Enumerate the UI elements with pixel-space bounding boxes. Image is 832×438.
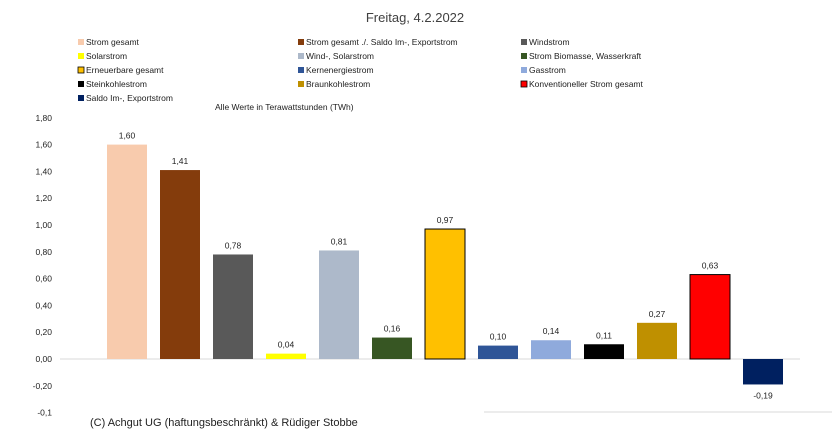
chart-subtitle: Alle Werte in Terawattstunden (TWh) xyxy=(215,102,354,112)
y-tick-label: 1,20 xyxy=(35,193,52,203)
legend-label: Braunkohlestrom xyxy=(306,79,370,89)
data-label: 0,14 xyxy=(543,326,560,336)
legend-swatch xyxy=(298,53,304,59)
data-label: 0,78 xyxy=(225,240,242,250)
bar xyxy=(107,144,147,359)
chart-title: Freitag, 4.2.2022 xyxy=(366,10,464,25)
y-tick-label: 1,60 xyxy=(35,140,52,150)
bar xyxy=(531,340,571,359)
legend-label: Windstrom xyxy=(529,37,570,47)
legend-swatch xyxy=(78,39,84,45)
legend-swatch xyxy=(521,67,527,73)
data-label: 0,04 xyxy=(278,340,295,350)
bar xyxy=(266,353,306,359)
legend-swatch xyxy=(521,53,527,59)
data-label: 0,10 xyxy=(490,332,507,342)
y-tick-label: 1,80 xyxy=(35,113,52,123)
bar xyxy=(372,337,412,359)
copyright-credit: (C) Achgut UG (haftungsbeschränkt) & Rüd… xyxy=(90,417,358,429)
data-label: 0,81 xyxy=(331,236,348,246)
y-tick-label: 0,00 xyxy=(35,354,52,364)
y-tick-label: 1,00 xyxy=(35,220,52,230)
y-tick-label: 0,40 xyxy=(35,300,52,310)
legend-label: Strom Biomasse, Wasserkraft xyxy=(529,51,642,61)
legend-swatch xyxy=(78,95,84,101)
legend-swatch xyxy=(298,39,304,45)
y-tick-label: 0,80 xyxy=(35,247,52,257)
legend-swatch xyxy=(520,80,528,88)
legend-swatch xyxy=(77,66,85,74)
data-label: -0,19 xyxy=(753,390,773,400)
data-label: 1,41 xyxy=(172,156,189,166)
legend-swatch xyxy=(78,53,84,59)
y-tick-label: -0,20 xyxy=(33,381,53,391)
bar xyxy=(637,322,677,359)
legend-label: Strom gesamt ./. Saldo Im-, Exportstrom xyxy=(306,37,458,47)
y-tick-label: 1,40 xyxy=(35,166,52,176)
data-label: 0,97 xyxy=(437,215,454,225)
legend-label: Kernenergiestrom xyxy=(306,65,374,75)
bar xyxy=(478,345,518,359)
legend-label: Wind-, Solarstrom xyxy=(306,51,374,61)
legend-label: Konventioneller Strom gesamt xyxy=(529,79,644,89)
legend-label: Saldo Im-, Exportstrom xyxy=(86,93,173,103)
bar xyxy=(319,250,359,359)
legend-swatch xyxy=(298,67,304,73)
data-label: 0,63 xyxy=(702,261,719,271)
bars xyxy=(107,144,783,385)
legend-swatch xyxy=(521,39,527,45)
legend-label: Solarstrom xyxy=(86,51,127,61)
legend: Strom gesamt Strom gesamt ./. Saldo Im-, … xyxy=(77,37,644,103)
bar xyxy=(584,344,624,359)
data-label: 0,16 xyxy=(384,324,401,334)
legend-label: Gasstrom xyxy=(529,65,566,75)
legend-swatch xyxy=(78,81,84,87)
legend-label: Erneuerbare gesamt xyxy=(86,65,164,75)
data-label: 1,60 xyxy=(119,131,136,141)
bar xyxy=(689,274,731,360)
bar xyxy=(160,170,200,359)
legend-label: Steinkohlestrom xyxy=(86,79,147,89)
legend-swatch xyxy=(298,81,304,87)
y-tick-label: -0,1 xyxy=(37,408,52,418)
bar xyxy=(213,254,253,359)
plot-frame xyxy=(60,358,832,413)
y-tick-label: 0,20 xyxy=(35,327,52,337)
value-labels: 1,60 1,41 0,78 0,04 0,81 0,16 0,97 0,10 0,14 0,11… xyxy=(119,131,773,401)
data-label: 0,27 xyxy=(649,309,666,319)
bar xyxy=(424,228,466,360)
y-axis: 1,80 1,60 1,40 1,20 1,00 0,80 0,60 0,40 0,20 0,00… xyxy=(33,113,53,418)
data-label: 0,11 xyxy=(596,330,612,340)
y-tick-label: 0,60 xyxy=(35,274,52,284)
legend-label: Strom gesamt xyxy=(86,37,140,47)
bar xyxy=(743,359,783,385)
